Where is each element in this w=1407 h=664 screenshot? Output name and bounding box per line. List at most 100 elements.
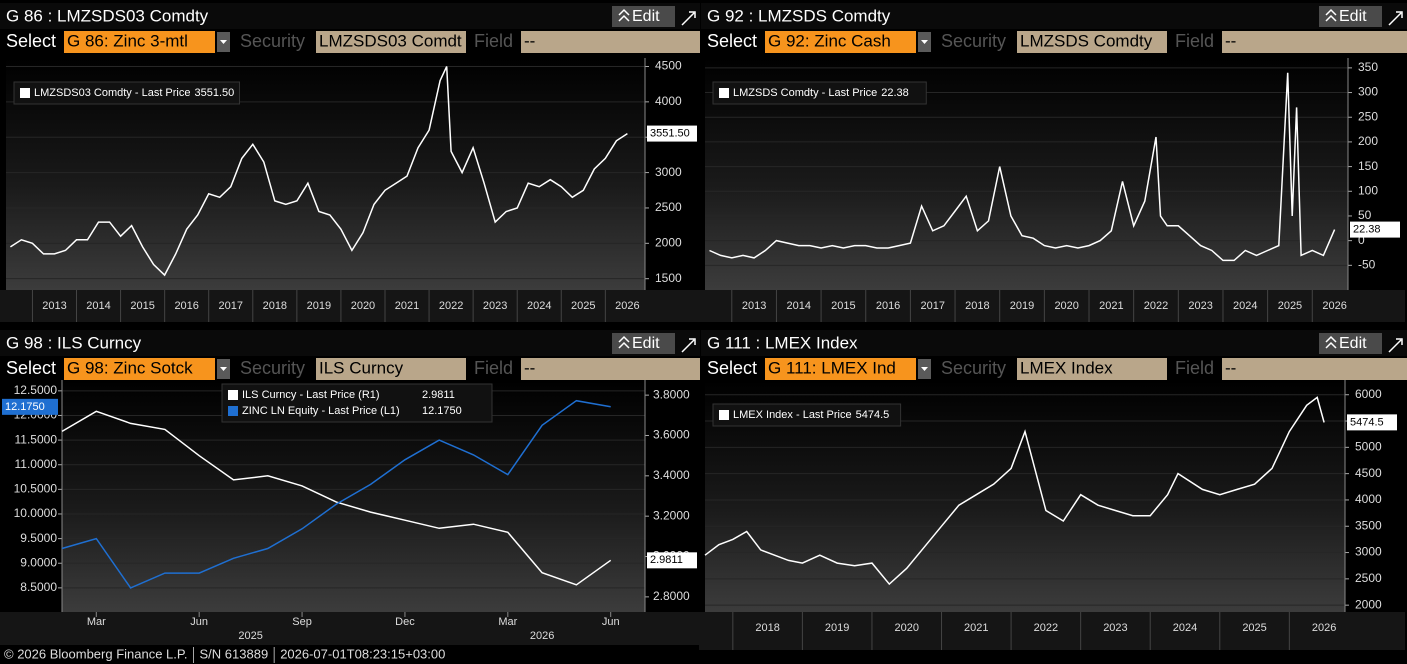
y-tick-label: 2000 — [655, 235, 682, 249]
edit-button[interactable] — [1319, 6, 1382, 27]
x-tick-label: 2022 — [1034, 622, 1058, 634]
legend-name: ZINC LN Equity - Last Price (L1) — [242, 405, 400, 417]
y-tick-label: 4000 — [655, 94, 682, 108]
y-tick-label: 350 — [1358, 60, 1378, 74]
y-tick-label: 0 — [1358, 233, 1365, 247]
select-label: Select — [6, 358, 56, 378]
field-label: Field — [474, 358, 513, 378]
legend-value: 5474.5 — [856, 409, 890, 421]
x-tick-label: 2020 — [1054, 300, 1078, 312]
y-tick-label: 11.5000 — [15, 432, 58, 446]
edit-button[interactable] — [612, 333, 675, 354]
select-box[interactable] — [765, 358, 916, 380]
security-value[interactable]: LMEX Index — [1020, 358, 1113, 377]
y-tick-label: 200 — [1358, 134, 1378, 148]
x-tick-label: 2024 — [1173, 622, 1197, 634]
panel-title: G 92 : LMZSDS Comdty — [707, 6, 891, 25]
expand-icon[interactable] — [1388, 338, 1403, 353]
legend-box — [13, 81, 240, 105]
x-tick-label: 2022 — [1144, 300, 1168, 312]
select-box[interactable] — [64, 31, 215, 53]
expand-icon[interactable] — [1388, 11, 1403, 26]
field-value[interactable]: -- — [1225, 358, 1236, 377]
legend-value: 2.9811 — [422, 389, 455, 401]
select-label: Select — [707, 358, 757, 378]
x-tick-label: 2020 — [351, 300, 375, 312]
select-box[interactable] — [64, 358, 215, 380]
select-label: Select — [707, 31, 757, 51]
legend-swatch — [228, 390, 238, 400]
title-bar — [701, 3, 1407, 29]
title-bar — [0, 3, 700, 29]
footer-timestamp: 2026-07-01T08:23:15+03:00 — [280, 646, 445, 661]
last-value-box — [647, 125, 697, 142]
y2-tick-label: 3.4000 — [653, 468, 690, 482]
security-box[interactable] — [1017, 31, 1167, 53]
field-value[interactable]: -- — [524, 358, 535, 377]
y-tick-label: 9.5000 — [20, 531, 57, 545]
x-tick-label: 2023 — [483, 300, 507, 312]
select-box[interactable] — [765, 31, 916, 53]
legend-box — [221, 383, 493, 423]
field-box[interactable] — [521, 31, 700, 53]
edit-button[interactable] — [612, 6, 675, 27]
select-value[interactable]: G 98: Zinc Sotck — [67, 358, 193, 377]
field-value[interactable]: -- — [1225, 31, 1236, 50]
x-tick-label: 2024 — [1233, 300, 1257, 312]
legend-name: ILS Curncy - Last Price (R1) — [242, 389, 380, 401]
last-value-box — [2, 398, 58, 415]
y-tick-label: 8.5000 — [20, 580, 57, 594]
security-value[interactable]: ILS Curncy — [319, 358, 404, 377]
field-box[interactable] — [1222, 31, 1407, 53]
price-line — [704, 396, 1325, 586]
select-value[interactable]: G 111: LMEX Ind — [768, 358, 896, 377]
x-tick-label: 2019 — [307, 300, 331, 312]
edit-label[interactable]: Edit — [632, 335, 660, 352]
field-box[interactable] — [521, 358, 700, 380]
y-tick-label: 10.5000 — [14, 482, 58, 496]
y-tick-label: 300 — [1358, 85, 1378, 99]
edit-label[interactable]: Edit — [1339, 8, 1367, 25]
legend-box — [712, 403, 902, 427]
x-tick-label: 2017 — [920, 300, 944, 312]
security-value[interactable]: LMZSDS03 Comdt — [319, 31, 462, 50]
x-tick-label: 2021 — [395, 300, 419, 312]
last-value-box — [1350, 221, 1400, 238]
select-value[interactable]: G 86: Zinc 3-mtl — [67, 31, 188, 50]
last-value-label: 5474.5 — [1350, 416, 1384, 428]
x-tick-label: 2025 — [1242, 622, 1266, 634]
edit-label[interactable]: Edit — [1339, 335, 1367, 352]
y-tick-label: 2500 — [655, 200, 682, 214]
security-value[interactable]: LMZSDS Comdty — [1020, 31, 1153, 50]
legend-swatch — [20, 88, 30, 98]
security-box[interactable] — [1017, 358, 1167, 380]
expand-icon[interactable] — [681, 11, 696, 26]
x-tick-label: Jun — [190, 616, 208, 628]
edit-label[interactable]: Edit — [632, 8, 660, 25]
last-value-box — [1347, 414, 1397, 431]
edit-button[interactable] — [1319, 333, 1382, 354]
y-tick-label: 3000 — [655, 165, 682, 179]
x-tick-label: Sep — [292, 616, 312, 628]
expand-icon[interactable] — [681, 338, 696, 353]
security-box[interactable] — [316, 31, 466, 53]
y-tick-label: 250 — [1358, 109, 1378, 123]
legend-name: LMEX Index - Last Price — [733, 409, 852, 421]
field-box[interactable] — [1222, 358, 1407, 380]
y-tick-label: -50 — [1358, 257, 1376, 271]
x-tick-label: 2025 — [1278, 300, 1302, 312]
field-value[interactable]: -- — [524, 31, 535, 50]
y-tick-label: 2500 — [1355, 571, 1382, 585]
legend-swatch — [228, 406, 238, 416]
field-label: Field — [1175, 358, 1214, 378]
panel-title: G 86 : LMZSDS03 Comdty — [6, 6, 209, 25]
select-value[interactable]: G 92: Zinc Cash — [768, 31, 891, 50]
x-tick-label: 2015 — [831, 300, 855, 312]
y-tick-label: 150 — [1358, 159, 1378, 173]
price-line — [61, 399, 611, 589]
legend-name: LMZSDS03 Comdty - Last Price — [34, 87, 191, 99]
y-tick-label: 3000 — [1355, 545, 1382, 559]
y-tick-label: 4500 — [1355, 466, 1382, 480]
security-box[interactable] — [316, 358, 466, 380]
